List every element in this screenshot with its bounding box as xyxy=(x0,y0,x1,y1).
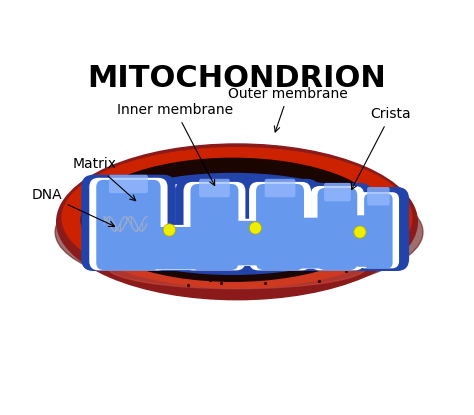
FancyBboxPatch shape xyxy=(139,222,212,271)
FancyBboxPatch shape xyxy=(310,186,364,271)
FancyBboxPatch shape xyxy=(364,194,392,269)
Circle shape xyxy=(249,222,262,234)
Text: DNA: DNA xyxy=(32,188,115,227)
FancyBboxPatch shape xyxy=(224,219,279,266)
Ellipse shape xyxy=(82,159,384,281)
Circle shape xyxy=(354,226,366,238)
FancyBboxPatch shape xyxy=(264,179,295,197)
Circle shape xyxy=(163,224,175,236)
FancyBboxPatch shape xyxy=(358,192,399,269)
FancyBboxPatch shape xyxy=(367,187,390,205)
FancyBboxPatch shape xyxy=(96,180,161,270)
FancyBboxPatch shape xyxy=(109,175,148,193)
Text: Inner membrane: Inner membrane xyxy=(118,103,234,186)
FancyBboxPatch shape xyxy=(348,214,382,266)
FancyBboxPatch shape xyxy=(89,178,167,271)
FancyBboxPatch shape xyxy=(175,179,254,271)
FancyBboxPatch shape xyxy=(241,179,319,271)
FancyBboxPatch shape xyxy=(354,215,376,267)
Text: Matrix: Matrix xyxy=(73,157,136,201)
FancyBboxPatch shape xyxy=(146,225,205,270)
Ellipse shape xyxy=(55,171,423,293)
FancyBboxPatch shape xyxy=(183,182,246,271)
FancyBboxPatch shape xyxy=(230,221,273,265)
Text: MITOCHONDRION: MITOCHONDRION xyxy=(88,64,386,93)
FancyBboxPatch shape xyxy=(199,179,230,197)
Ellipse shape xyxy=(57,144,417,300)
FancyBboxPatch shape xyxy=(302,183,372,271)
FancyBboxPatch shape xyxy=(347,187,409,271)
Ellipse shape xyxy=(87,173,378,274)
FancyBboxPatch shape xyxy=(256,184,304,270)
FancyBboxPatch shape xyxy=(191,184,238,270)
Text: Outer membrane: Outer membrane xyxy=(228,87,348,132)
FancyBboxPatch shape xyxy=(337,208,392,271)
FancyBboxPatch shape xyxy=(324,183,351,201)
FancyBboxPatch shape xyxy=(217,216,286,267)
FancyBboxPatch shape xyxy=(82,175,175,271)
FancyBboxPatch shape xyxy=(291,216,335,269)
Ellipse shape xyxy=(100,181,366,267)
Ellipse shape xyxy=(107,245,367,289)
Text: Crista: Crista xyxy=(352,107,411,190)
Ellipse shape xyxy=(62,148,412,288)
FancyBboxPatch shape xyxy=(282,212,344,271)
Ellipse shape xyxy=(93,168,381,234)
Ellipse shape xyxy=(109,184,357,260)
FancyBboxPatch shape xyxy=(318,188,357,270)
FancyBboxPatch shape xyxy=(249,182,311,271)
FancyBboxPatch shape xyxy=(297,218,329,269)
FancyBboxPatch shape xyxy=(152,227,199,269)
